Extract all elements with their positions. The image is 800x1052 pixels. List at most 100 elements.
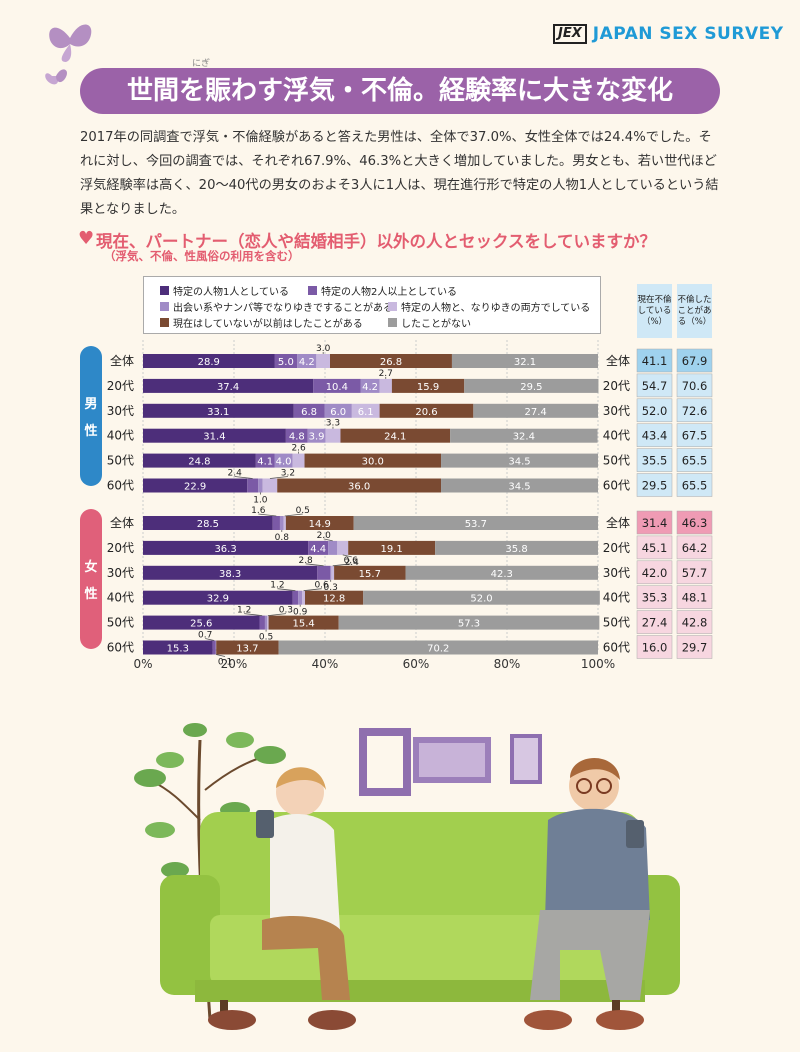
table-value-ever: 64.2 (682, 541, 708, 555)
table-cell (676, 473, 713, 497)
table-value-current: 54.7 (642, 379, 668, 393)
leader-line (234, 476, 253, 479)
legend-label: 出会い系やナンパ等でなりゆきですることがある (173, 303, 393, 314)
bar-value-label: 4.2 (362, 382, 378, 393)
bar-segment (363, 590, 600, 605)
bar-segment (143, 590, 293, 605)
bar-segment (331, 565, 335, 580)
bar-segment (330, 354, 452, 368)
bar-segment (325, 428, 341, 443)
legend-item: 特定の人物2人以上としている (308, 283, 457, 298)
table-cell (676, 560, 713, 585)
group-label-text: 女 (84, 560, 98, 575)
bar-value-label: 24.1 (384, 432, 406, 443)
bar-segment (283, 516, 286, 530)
group-label-text: 性 (84, 424, 98, 439)
bar-value-label: 2.7 (379, 369, 393, 379)
bar-value-label: 15.9 (417, 382, 439, 393)
bar-segment (247, 478, 259, 493)
row-label: 60代 (107, 641, 134, 655)
bar-segment (324, 403, 352, 418)
row-label: 全体 (110, 515, 134, 530)
bar-value-label: 34.5 (508, 482, 530, 493)
legend-swatch (160, 286, 169, 295)
bar-segment (143, 478, 248, 493)
stacked-bar-chart: 0% 20% 40% 60% 80% 100% 全体 28.9 5.0 4.2 26.8 32.1 3.… (107, 340, 713, 671)
bar-value-label: 2.0 (317, 531, 332, 541)
bar-value-label: 38.3 (219, 569, 241, 580)
bar-value-label: 4.2 (299, 357, 315, 368)
table-value-ever: 72.6 (682, 404, 708, 418)
leader-line (215, 654, 226, 657)
bar-segment (450, 428, 598, 443)
table-cell (636, 610, 673, 634)
bar-segment (360, 378, 380, 393)
legend-item: 特定の人物と、なりゆきの両方でしている (388, 299, 590, 314)
bar-segment (278, 640, 598, 655)
chart-legend: 特定の人物1人としている 特定の人物2人以上としている 出会い系やナンパ等でなり… (143, 276, 601, 334)
bar-value-label: 36.3 (214, 544, 236, 555)
page-title: 世間を賑わす浮気・不倫。経験率に大きな変化 (80, 68, 720, 114)
bar-value-label: 26.8 (380, 357, 402, 368)
bar-segment (340, 428, 451, 443)
bar-value-label: 20.6 (415, 407, 437, 418)
legend-swatch (388, 318, 397, 327)
row-label: 30代 (107, 566, 134, 580)
table-value-ever: 65.5 (682, 454, 708, 468)
row-label: 30代 (107, 404, 134, 418)
table-cell (636, 423, 673, 447)
legend-label: 特定の人物2人以上としている (321, 287, 458, 298)
bar-segment (259, 615, 265, 630)
table-value-ever: 48.1 (682, 591, 708, 605)
bar-value-label: 15.4 (292, 619, 314, 630)
bar-value-label: 0.6 (344, 556, 359, 566)
bar-value-label: 0.8 (275, 533, 290, 543)
bar-value-label: 14.9 (309, 519, 331, 530)
table-value-current: 52.0 (642, 404, 668, 418)
table-row-label: 全体 (606, 515, 630, 530)
table-row-label: 60代 (603, 641, 630, 655)
x-tick-label: 20% (221, 657, 248, 671)
bar-value-label: 35.8 (505, 544, 527, 555)
leader-line (332, 563, 351, 567)
bar-segment (143, 640, 213, 655)
row-label: 20代 (107, 541, 134, 555)
wall-frame (510, 734, 542, 784)
bar-segment (298, 590, 303, 605)
legend-item: 出会い系やナンパ等でなりゆきですることがある (160, 299, 393, 314)
bar-segment (292, 453, 305, 468)
woman-figure (208, 767, 356, 1030)
bar-value-label: 42.3 (491, 569, 513, 580)
bar-value-label: 3.9 (309, 432, 325, 443)
question-subheading: （浮気、不倫、性風俗の利用を含む） (104, 249, 300, 263)
bar-segment (379, 378, 392, 393)
bar-value-label: 30.0 (362, 457, 384, 468)
bar-segment (464, 378, 599, 393)
bar-segment (304, 590, 364, 605)
row-label: 60代 (107, 479, 134, 493)
bar-value-label: 1.2 (237, 606, 251, 616)
table-value-current: 27.4 (642, 616, 668, 630)
table-cell (636, 560, 673, 585)
group-label-female: 女性 (80, 509, 102, 649)
bar-value-label: 37.4 (217, 382, 239, 393)
row-label: 40代 (107, 429, 134, 443)
bar-value-label: 22.9 (184, 482, 206, 493)
bar-value-label: 6.1 (358, 407, 374, 418)
bar-segment (143, 378, 314, 393)
group-label-text: 男 (84, 397, 98, 412)
x-tick-label: 40% (312, 657, 339, 671)
bar-value-label: 24.8 (188, 457, 210, 468)
question-heading: 現在、パートナー（恋人や結婚相手）以外の人とセックスをしていますか？ (96, 232, 657, 251)
table-header-current: 現在不倫している（%） (637, 284, 672, 338)
bar-value-label: 1.2 (270, 581, 284, 591)
bar-segment (337, 540, 349, 555)
table-value-current: 35.5 (642, 454, 668, 468)
bar-value-label: 32.9 (207, 594, 229, 605)
bar-segment (435, 540, 598, 555)
bar-value-label: 32.1 (514, 357, 536, 368)
bar-segment (441, 453, 598, 468)
bar-value-label: 36.0 (348, 482, 370, 493)
table-value-current: 42.0 (642, 566, 668, 580)
bar-segment (267, 615, 269, 630)
